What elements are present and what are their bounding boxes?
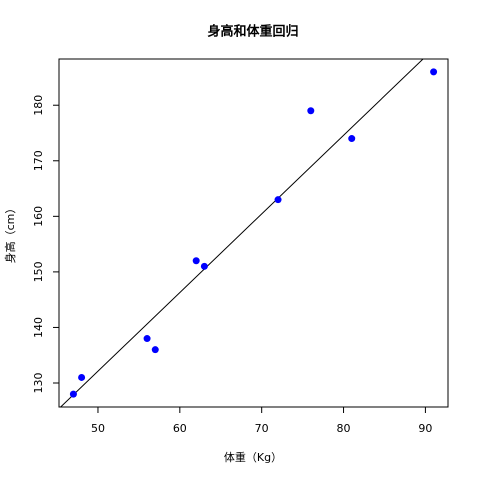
y-tick-label: 130 [32, 373, 45, 394]
x-tick-label: 50 [91, 422, 105, 435]
y-tick-label: 180 [32, 95, 45, 116]
y-tick-label: 150 [32, 261, 45, 282]
x-tick-label: 80 [337, 422, 351, 435]
point [348, 135, 356, 143]
point [78, 373, 86, 381]
point [307, 107, 315, 115]
y-axis-label: 身高（cm） [3, 203, 17, 264]
point [274, 196, 282, 204]
y-tick-label: 140 [32, 317, 45, 338]
y-tick-label: 160 [32, 206, 45, 227]
y-tick-label: 170 [32, 150, 45, 171]
plot-frame [58, 58, 449, 408]
point [151, 346, 159, 354]
point [200, 262, 208, 270]
point [143, 335, 151, 343]
point [430, 68, 438, 76]
x-tick-label: 60 [173, 422, 187, 435]
x-axis-label: 体重（Kg） [224, 450, 282, 464]
chart-title: 身高和体重回归 [207, 24, 298, 40]
x-tick-label: 90 [418, 422, 432, 435]
point [69, 390, 77, 398]
x-tick-label: 70 [255, 422, 269, 435]
regression-line [59, 59, 424, 407]
point [192, 257, 200, 265]
